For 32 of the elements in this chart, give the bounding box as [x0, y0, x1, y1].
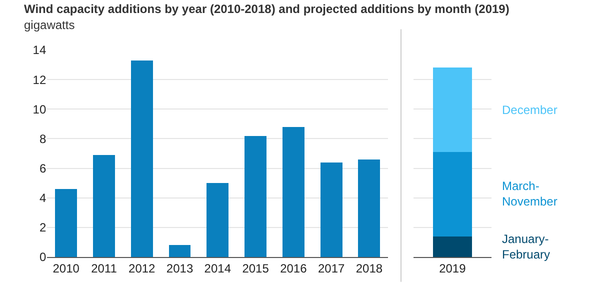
- bar: [206, 183, 229, 257]
- x-tick-label: 2011: [91, 261, 118, 276]
- x-tick-label: 2017: [318, 261, 345, 276]
- y-axis-title: gigawatts: [24, 18, 75, 32]
- y-tick-label: 2: [39, 220, 46, 235]
- y-tick-label: 12: [32, 72, 46, 87]
- text: January- February: [502, 232, 550, 262]
- y-tick-label: 4: [39, 191, 46, 206]
- bar: [358, 159, 380, 257]
- x-tick-label: 2012: [128, 261, 156, 276]
- bar: [244, 136, 267, 257]
- bar: [55, 188, 78, 257]
- x-tick-label: 2010: [52, 261, 80, 276]
- text: December: [502, 103, 558, 117]
- y-tick-label: 10: [32, 102, 46, 116]
- y-tick-label: 0: [39, 250, 46, 264]
- y-tick-label: 8: [39, 132, 46, 146]
- chart-title: Wind capacity additions by year (2010-2018) and projected additions by month (2019): [24, 2, 510, 16]
- bar: [282, 126, 304, 257]
- x-tick-label: 2016: [280, 261, 308, 276]
- text: March- November: [502, 179, 558, 209]
- bar: [320, 162, 342, 257]
- bar: [168, 245, 191, 257]
- bar: [130, 60, 153, 257]
- x-tick-label: 2014: [204, 261, 232, 276]
- bar: [92, 154, 115, 257]
- x-tick-label: 2015: [242, 261, 270, 276]
- y-tick-label: 6: [39, 161, 46, 176]
- x-tick-label: 2019: [439, 261, 466, 276]
- x-tick-label: 2018: [356, 261, 383, 276]
- x-tick-label: 2013: [166, 261, 194, 276]
- y-tick-label: 14: [32, 43, 46, 58]
